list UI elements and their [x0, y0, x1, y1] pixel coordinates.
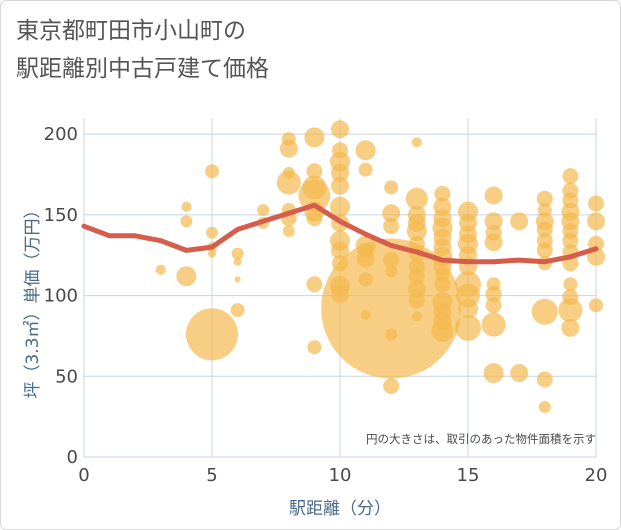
- bubble-point: [531, 298, 558, 325]
- bubble-layer: [155, 120, 605, 413]
- bubble-point: [536, 221, 553, 238]
- bubble-point: [384, 180, 399, 195]
- x-tick-label: 15: [457, 465, 480, 486]
- bubble-point: [206, 226, 218, 239]
- bubble-point: [306, 210, 323, 227]
- bubble-point: [176, 266, 197, 287]
- chart-title-line-2: 駅距離別中古戸建て価格: [16, 56, 269, 82]
- bubble-point: [321, 238, 462, 379]
- bubble-point: [230, 303, 245, 318]
- bubble-point: [383, 218, 400, 235]
- bubble-point: [483, 363, 504, 384]
- bubble-point: [231, 247, 244, 260]
- y-tick-label: 50: [55, 366, 78, 387]
- bubble-point: [484, 233, 503, 252]
- bubble-point: [563, 277, 578, 292]
- y-axis-label: 坪（3.3㎡）単価（万円）: [23, 201, 43, 398]
- bubble-point: [331, 120, 349, 139]
- x-tick-label: 10: [329, 465, 352, 486]
- bubble-point: [485, 297, 502, 314]
- bubble-point: [588, 195, 604, 212]
- bubble-point: [355, 140, 376, 161]
- bubble-point: [510, 212, 529, 231]
- bubble-point: [233, 257, 242, 266]
- y-tick-label: 0: [67, 447, 78, 468]
- bubble-size-note: 円の大きさは、取引のあった物件面積を示す: [366, 432, 596, 446]
- bubble-point: [434, 276, 451, 293]
- bubble-point: [484, 212, 503, 231]
- bubble-point: [481, 312, 506, 337]
- bubble-point: [536, 242, 553, 259]
- bubble-point: [306, 276, 323, 293]
- bubble-point: [408, 292, 425, 309]
- bubble-point: [186, 308, 238, 361]
- bubble-point: [205, 164, 219, 179]
- bubble-point: [257, 204, 270, 217]
- x-tick-label: 20: [585, 465, 608, 486]
- bubble-point: [510, 364, 529, 383]
- bubble-point: [485, 285, 502, 302]
- y-axis-ticks: 0 50 100 150 200: [44, 124, 78, 468]
- bubble-point: [180, 215, 193, 228]
- bubble-point: [331, 176, 349, 195]
- bubble-point: [304, 127, 325, 148]
- bubble-point: [562, 232, 579, 249]
- bubble-point: [181, 201, 192, 212]
- bubble-point: [330, 196, 350, 217]
- bubble-point: [298, 179, 331, 212]
- bubble-point: [385, 328, 398, 341]
- bubble-point: [558, 298, 583, 323]
- bubble-point: [383, 377, 400, 394]
- bubble-point: [276, 170, 301, 195]
- x-tick-label: 0: [78, 465, 89, 486]
- chart-title-line-1: 東京都町田市小山町の: [16, 18, 246, 44]
- bubble-point: [484, 186, 503, 205]
- bubble-point: [561, 318, 580, 337]
- bubble-point: [385, 265, 398, 278]
- bubble-point: [406, 221, 427, 241]
- bubble-point: [434, 185, 451, 202]
- y-tick-label: 200: [44, 124, 78, 145]
- bubble-point: [234, 276, 241, 283]
- bubble-point: [405, 187, 428, 210]
- x-axis-label: 駅距離（分）: [289, 499, 391, 519]
- bubble-point: [208, 249, 216, 258]
- bubble-point: [331, 163, 349, 182]
- bubble-point: [536, 190, 553, 207]
- x-axis-ticks: 0 5 10 15 20: [78, 465, 607, 486]
- bubble-point: [589, 298, 603, 313]
- bubble-point: [279, 139, 298, 158]
- bubble-point: [562, 168, 579, 185]
- bubble-point: [538, 400, 551, 413]
- bubble-point: [408, 268, 425, 285]
- bubble-point: [382, 204, 401, 223]
- bubble-point: [307, 340, 322, 355]
- bubble-point: [536, 371, 553, 388]
- y-tick-label: 100: [44, 286, 78, 307]
- bubble-point: [155, 264, 166, 275]
- bubble-point: [358, 162, 373, 177]
- bubble-point: [331, 241, 349, 260]
- x-tick-label: 5: [206, 465, 217, 486]
- bubble-point: [455, 314, 481, 341]
- bubble-point: [587, 212, 605, 231]
- trend-line: [81, 202, 599, 265]
- bubble-point: [411, 137, 422, 148]
- bubble-point: [306, 163, 323, 180]
- bubble-point: [383, 252, 400, 269]
- bubble-point: [282, 225, 295, 237]
- bubble-point: [411, 311, 422, 322]
- y-tick-label: 150: [44, 205, 78, 226]
- bubble-point: [458, 298, 478, 319]
- bubble-point: [407, 280, 426, 299]
- bubble-point: [431, 320, 454, 343]
